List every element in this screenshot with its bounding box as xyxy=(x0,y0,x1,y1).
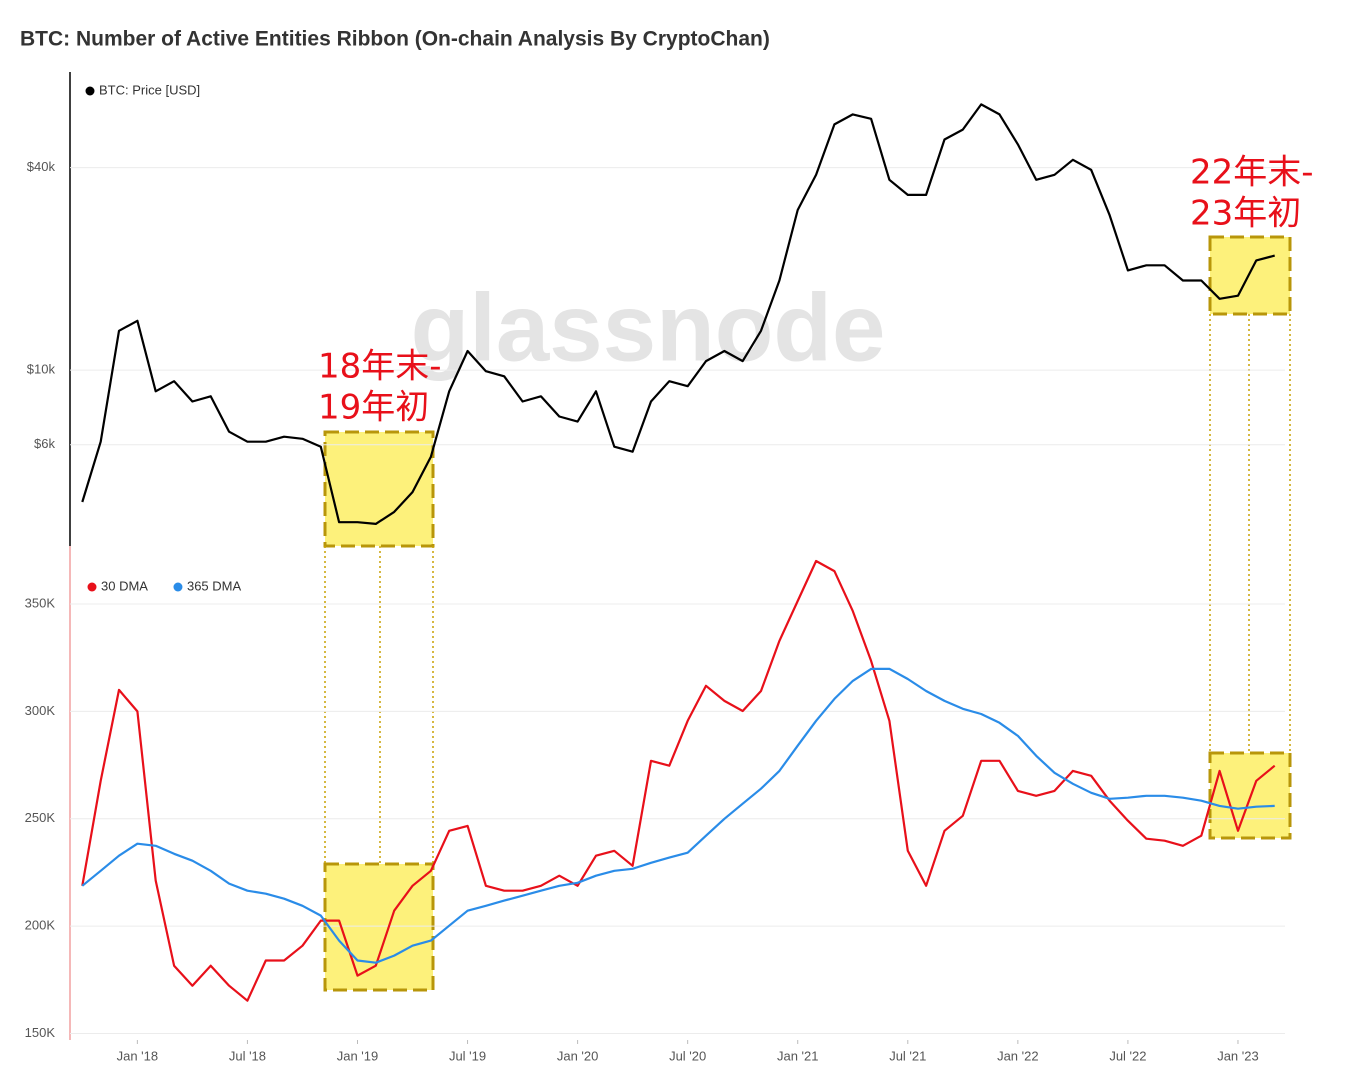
series-line xyxy=(81,103,1275,525)
legend-label: 365 DMA xyxy=(187,578,242,593)
legend-marker xyxy=(173,582,183,592)
annotation: 19年初 xyxy=(318,388,429,428)
legend-label: BTC: Price [USD] xyxy=(99,82,200,97)
chart-title: BTC: Number of Active Entities Ribbon (O… xyxy=(20,28,770,51)
annotation: 23年初 xyxy=(1190,194,1301,234)
legend-label: 30 DMA xyxy=(101,578,148,593)
x-tick-label: Jul '22 xyxy=(1109,1048,1146,1063)
x-tick-label: Jul '21 xyxy=(889,1048,926,1063)
legend-marker xyxy=(87,582,97,592)
y-tick-label: 150K xyxy=(25,1025,56,1040)
series-line xyxy=(81,667,1275,964)
y-tick-label: $10k xyxy=(27,362,56,377)
x-tick-label: Jan '22 xyxy=(997,1048,1039,1063)
legend-marker xyxy=(85,86,95,96)
x-tick-label: Jan '21 xyxy=(777,1048,819,1063)
x-tick-label: Jan '19 xyxy=(337,1048,379,1063)
x-tick-label: Jan '23 xyxy=(1217,1048,1259,1063)
series-line xyxy=(81,559,1276,1002)
y-tick-label: 300K xyxy=(25,703,56,718)
y-tick-label: 200K xyxy=(25,918,56,933)
annotation: 18年末- xyxy=(318,347,442,387)
y-tick-label: $6k xyxy=(34,436,55,451)
y-tick-label: $40k xyxy=(27,159,56,174)
x-tick-label: Jan '20 xyxy=(557,1048,599,1063)
x-tick-label: Jul '19 xyxy=(449,1048,486,1063)
x-tick-label: Jul '18 xyxy=(229,1048,266,1063)
y-tick-label: 250K xyxy=(25,810,56,825)
watermark: glassnode xyxy=(411,274,886,381)
highlight-box xyxy=(323,430,435,548)
x-tick-label: Jul '20 xyxy=(669,1048,706,1063)
annotation: 22年末- xyxy=(1190,153,1314,193)
x-tick-label: Jan '18 xyxy=(117,1048,159,1063)
y-tick-label: 350K xyxy=(25,595,56,610)
highlight-box xyxy=(1208,235,1292,316)
